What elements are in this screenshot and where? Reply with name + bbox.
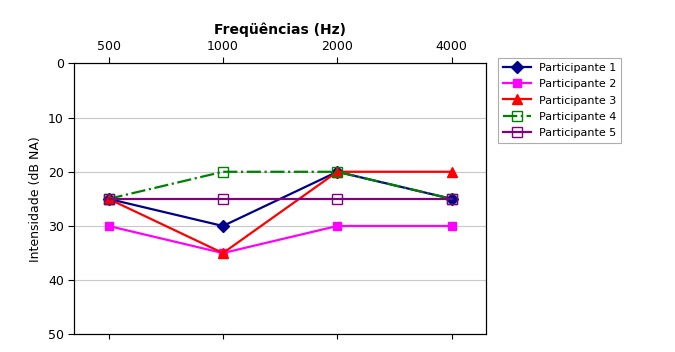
Participante 4 [219,170,227,174]
Participante 2 [219,251,227,255]
Participante 3 [333,170,342,174]
Participante 3 [219,251,227,255]
Participante 1 [448,197,456,201]
Participante 3 [105,197,113,201]
Line: Participante 5: Participante 5 [104,194,456,204]
Participante 1 [333,170,342,174]
X-axis label: Freqüências (Hz): Freqüências (Hz) [214,23,346,37]
Line: Participante 4: Participante 4 [104,167,456,204]
Y-axis label: Intensidade (dB NA): Intensidade (dB NA) [29,136,43,262]
Participante 4 [105,197,113,201]
Participante 2 [333,224,342,228]
Participante 3 [448,170,456,174]
Participante 5 [333,197,342,201]
Participante 1 [105,197,113,201]
Participante 5 [105,197,113,201]
Participante 5 [448,197,456,201]
Line: Participante 1: Participante 1 [105,168,456,230]
Line: Participante 2: Participante 2 [105,222,456,257]
Participante 4 [333,170,342,174]
Line: Participante 3: Participante 3 [104,167,456,258]
Participante 5 [219,197,227,201]
Participante 2 [448,224,456,228]
Participante 2 [105,224,113,228]
Participante 1 [219,224,227,228]
Legend: Participante 1, Participante 2, Participante 3, Participante 4, Participante 5: Participante 1, Participante 2, Particip… [498,58,621,143]
Participante 4 [448,197,456,201]
